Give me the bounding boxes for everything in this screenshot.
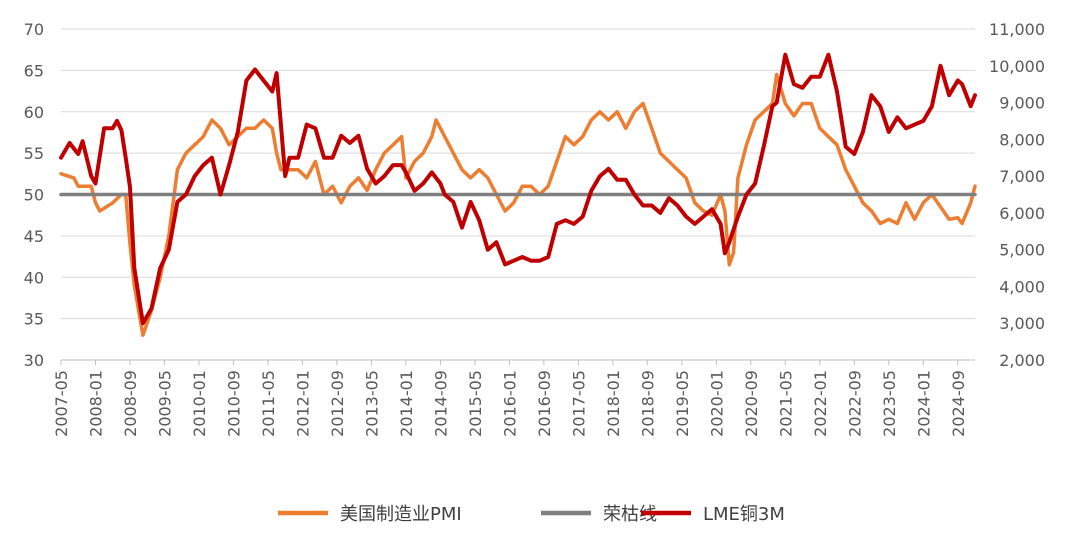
- x-tick-label: 2024-01: [914, 370, 933, 437]
- x-tick-label: 2016-01: [500, 370, 519, 437]
- series-lines: [59, 52, 977, 337]
- right-tick-label: 10,000: [989, 57, 1045, 76]
- x-tick-label: 2018-01: [604, 370, 623, 437]
- left-axis-ticks: 30 35 40 45 50 55 60 65 70: [24, 20, 44, 370]
- x-axis-ticks: 2007-05 2008-01 2008-09 2009-05 2010-01 2010-…: [52, 359, 975, 437]
- left-tick-label: 70: [24, 20, 44, 39]
- x-tick-label: 2011-05: [259, 370, 278, 437]
- right-tick-label: 4,000: [999, 277, 1045, 296]
- x-tick-label: 2007-05: [52, 370, 71, 437]
- left-tick-label: 40: [24, 268, 44, 287]
- right-tick-label: 3,000: [999, 314, 1045, 333]
- left-tick-label: 30: [24, 351, 44, 370]
- right-tick-label: 6,000: [999, 204, 1045, 223]
- x-tick-label: 2017-05: [569, 370, 588, 437]
- right-tick-label: 11,000: [989, 20, 1045, 39]
- x-tick-label: 2008-09: [121, 370, 140, 437]
- x-tick-label: 2024-09: [949, 370, 968, 437]
- series-line-1: [59, 72, 977, 337]
- left-tick-label: 35: [24, 310, 44, 329]
- right-axis-ticks: 2,000 3,000 4,000 5,000 6,000 7,000 8,000 9,000…: [989, 20, 1045, 370]
- x-tick-label: 2019-05: [673, 370, 692, 437]
- x-tick-label: 2022-01: [811, 370, 830, 437]
- x-tick-label: 2010-01: [190, 370, 209, 437]
- x-tick-label: 2023-05: [880, 370, 899, 437]
- x-tick-label: 2012-01: [293, 370, 312, 437]
- series-line-3: [59, 52, 977, 326]
- x-tick-label: 2021-05: [776, 370, 795, 437]
- right-tick-label: 2,000: [999, 351, 1045, 370]
- x-tick-label: 2022-09: [845, 370, 864, 437]
- right-tick-label: 5,000: [999, 241, 1045, 260]
- legend-label-3: LME铜3M: [703, 504, 785, 525]
- x-tick-label: 2009-05: [155, 370, 174, 437]
- x-tick-label: 2013-05: [362, 370, 381, 437]
- x-tick-label: 2018-09: [638, 370, 657, 437]
- legend: 美国制造业PMI 荣枯线 LME铜3M: [278, 504, 785, 525]
- left-tick-label: 45: [24, 227, 44, 246]
- x-tick-label: 2020-01: [707, 370, 726, 437]
- right-tick-label: 8,000: [999, 130, 1045, 149]
- left-tick-label: 55: [24, 144, 44, 163]
- x-tick-label: 2015-05: [466, 370, 485, 437]
- x-tick-label: 2014-01: [397, 370, 416, 437]
- x-tick-label: 2016-09: [535, 370, 554, 437]
- left-tick-label: 60: [24, 103, 44, 122]
- legend-label-1: 美国制造业PMI: [340, 504, 462, 525]
- x-tick-label: 2014-09: [431, 370, 450, 437]
- x-tick-label: 2010-09: [224, 370, 243, 437]
- legend-label-2: 荣枯线: [603, 504, 657, 525]
- right-tick-label: 7,000: [999, 167, 1045, 186]
- x-tick-label: 2020-09: [742, 370, 761, 437]
- left-tick-label: 50: [24, 186, 44, 205]
- right-tick-label: 9,000: [999, 94, 1045, 113]
- left-tick-label: 65: [24, 61, 44, 80]
- x-tick-label: 2012-09: [328, 370, 347, 437]
- x-tick-label: 2008-01: [86, 370, 105, 437]
